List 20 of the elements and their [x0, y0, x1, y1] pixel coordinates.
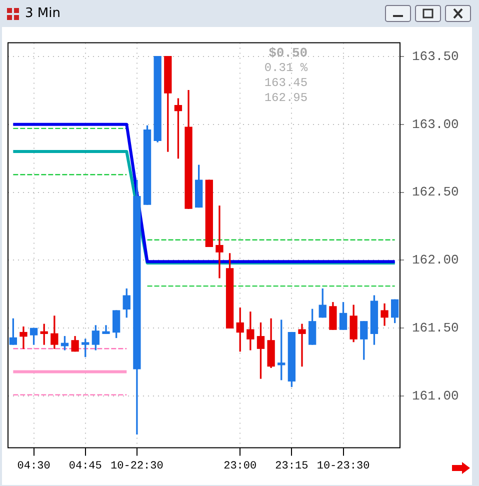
x-tick-label: 10-22:30	[110, 460, 164, 472]
candlestick	[20, 326, 28, 349]
candlestick	[216, 206, 224, 278]
annotation: 0.31 %	[264, 60, 308, 75]
y-tick-label: 161.50	[412, 320, 459, 336]
chart-title: 3 Min	[25, 6, 60, 21]
annotation: $0.50	[268, 46, 308, 61]
x-tick-label: 04:45	[68, 460, 102, 472]
y-tick-label: 163.00	[412, 116, 459, 132]
x-tick-label: 23:15	[275, 460, 308, 472]
x-tick-label: 10-23:30	[316, 460, 370, 472]
candlestick	[298, 324, 306, 367]
annotation: 162.95	[264, 90, 308, 105]
y-tick-label: 163.50	[412, 48, 459, 64]
y-tick-label: 162.00	[412, 252, 459, 268]
y-tick-label: 161.00	[412, 388, 459, 404]
y-tick-label: 162.50	[412, 184, 459, 200]
x-tick-label: 04:30	[17, 460, 50, 472]
x-tick-label: 23:00	[224, 460, 257, 472]
annotation: 163.45	[264, 76, 308, 90]
